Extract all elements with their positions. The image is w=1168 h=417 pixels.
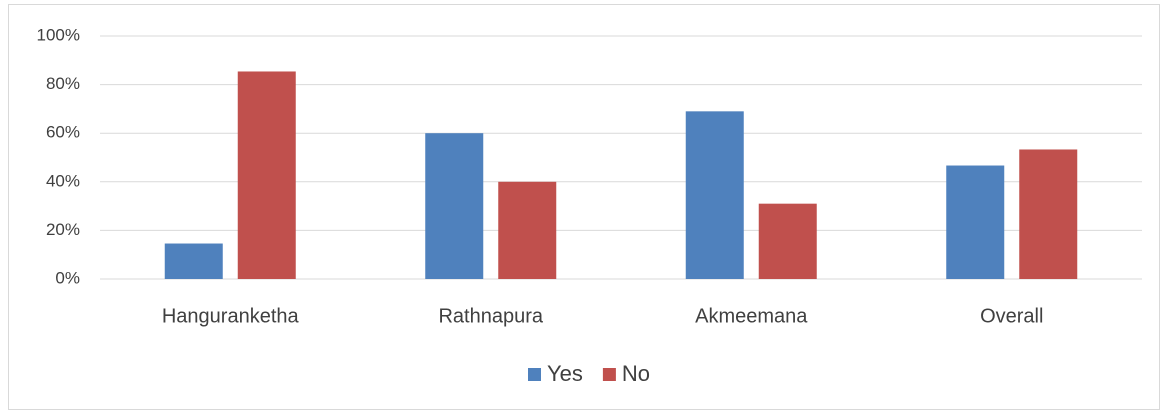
y-tick-label: 100%: [37, 25, 80, 44]
legend-label: Yes: [547, 361, 583, 386]
legend-label: No: [622, 361, 650, 386]
bar: [164, 243, 223, 279]
y-tick-label: 60%: [46, 123, 80, 142]
y-tick-label: 40%: [46, 171, 80, 190]
legend-swatch: [602, 368, 616, 381]
bar: [758, 203, 817, 279]
x-tick-label: Rathnapura: [438, 305, 543, 327]
x-tick-label: Akmeemana: [695, 305, 808, 327]
legend-swatch: [528, 368, 541, 381]
x-tick-label: Overall: [980, 305, 1043, 327]
bar: [685, 111, 744, 279]
y-tick-label: 0%: [55, 268, 80, 287]
bar: [498, 181, 557, 279]
y-tick-label: 80%: [46, 74, 80, 93]
y-tick-label: 20%: [46, 220, 80, 239]
bar: [946, 165, 1005, 279]
bar: [1019, 149, 1078, 279]
x-tick-label: Hanguranketha: [162, 305, 300, 327]
bar: [425, 133, 484, 279]
bar: [237, 71, 296, 279]
